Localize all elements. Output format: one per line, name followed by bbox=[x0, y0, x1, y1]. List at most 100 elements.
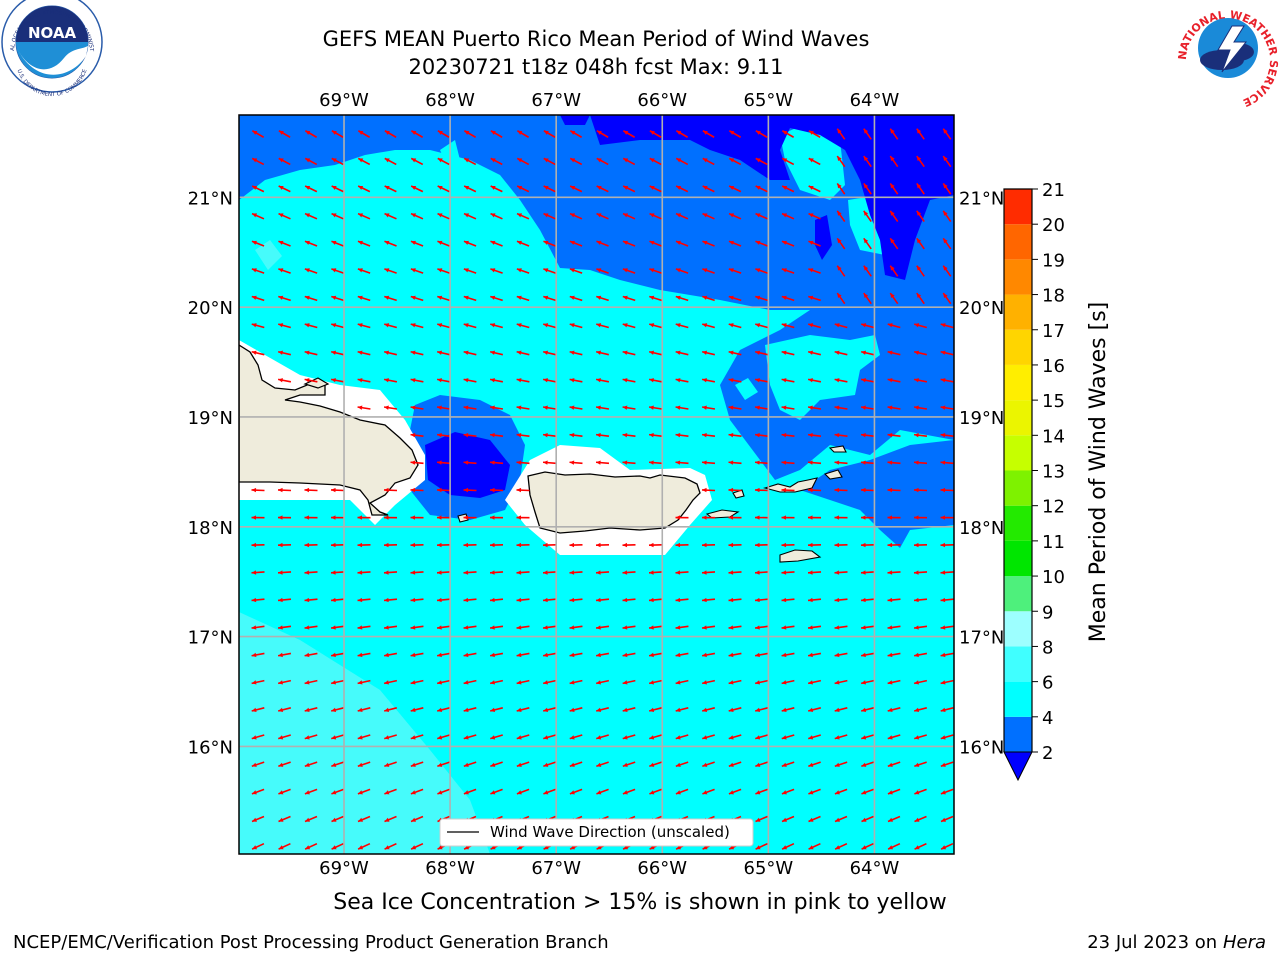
wind-arrow-head bbox=[755, 652, 760, 658]
lon-tick-label: 67°W bbox=[531, 858, 581, 879]
wind-arrow-head bbox=[331, 515, 336, 520]
wind-arrow-head bbox=[728, 625, 734, 630]
wind-arrow-head bbox=[331, 625, 336, 630]
colorbar-tick-label: 21 bbox=[1042, 180, 1065, 201]
wind-arrow-head bbox=[490, 130, 496, 135]
wind-arrow-head bbox=[861, 378, 866, 383]
wind-arrow-head bbox=[675, 515, 681, 520]
wind-arrow-head bbox=[808, 433, 813, 438]
wind-arrow-head bbox=[357, 790, 363, 795]
wind-arrow-head bbox=[463, 378, 469, 383]
wind-arrow-head bbox=[278, 378, 283, 383]
wind-arrow-head bbox=[543, 625, 548, 630]
wind-arrow-head bbox=[463, 570, 469, 575]
wind-arrow-head bbox=[596, 460, 601, 465]
wind-arrow-head bbox=[331, 295, 337, 300]
wind-arrow-head bbox=[304, 350, 310, 355]
wind-arrow-head bbox=[464, 130, 470, 135]
wind-arrow-head bbox=[490, 350, 496, 355]
wind-arrow-head bbox=[516, 460, 522, 465]
wind-arrow-head bbox=[675, 762, 681, 767]
wind-arrow-head bbox=[649, 213, 655, 218]
wind-arrow-head bbox=[914, 350, 920, 355]
wind-arrow-head bbox=[887, 350, 893, 355]
wind-arrow-head bbox=[251, 240, 257, 245]
wind-arrow-head bbox=[649, 240, 655, 245]
wind-arrow-head bbox=[490, 240, 496, 245]
wind-arrow-head bbox=[916, 128, 922, 134]
wind-arrow-head bbox=[543, 158, 549, 163]
anegada-island bbox=[828, 445, 847, 453]
wind-arrow-head bbox=[490, 542, 495, 548]
wind-arrow-head bbox=[596, 542, 601, 548]
wind-arrow-head bbox=[808, 378, 813, 383]
wind-arrow-head bbox=[755, 378, 760, 383]
wind-arrow-head bbox=[251, 295, 257, 300]
wind-arrow-head bbox=[808, 680, 814, 685]
colorbar-tick-label: 16 bbox=[1042, 356, 1065, 377]
wind-arrow-head bbox=[384, 268, 390, 273]
wind-arrow-head bbox=[808, 762, 814, 767]
wind-arrow-head bbox=[490, 213, 496, 218]
wind-arrow-head bbox=[649, 433, 654, 438]
wind-arrow-head bbox=[890, 210, 895, 216]
wind-arrow-head bbox=[543, 185, 549, 190]
wind-arrow-head bbox=[940, 625, 946, 630]
wind-arrow-head bbox=[914, 597, 919, 603]
wind-arrow-head bbox=[437, 323, 443, 328]
wind-arrow-head bbox=[622, 680, 628, 685]
wind-arrow-head bbox=[649, 680, 655, 685]
nws-logo: NATIONAL WEATHER SERVICE bbox=[1176, 0, 1280, 109]
wind-arrow-head bbox=[649, 845, 655, 850]
wind-arrow-head bbox=[914, 680, 920, 685]
wind-arrow-head bbox=[914, 542, 919, 548]
wind-arrow-head bbox=[543, 680, 549, 685]
wind-arrow-head bbox=[410, 460, 416, 465]
wind-arrow-head bbox=[410, 295, 416, 300]
wind-arrow-head bbox=[384, 597, 389, 603]
wind-arrow-head bbox=[357, 295, 363, 300]
wind-arrow-head bbox=[252, 130, 258, 135]
wind-arrow-head bbox=[702, 680, 708, 685]
wind-arrow-head bbox=[940, 570, 946, 575]
graticule bbox=[239, 115, 954, 854]
wind-arrow-head bbox=[675, 405, 681, 410]
wind-arrow-head bbox=[914, 515, 919, 520]
wind-arrow-head bbox=[437, 762, 443, 767]
wind-arrow-head bbox=[490, 515, 495, 520]
wind-arrow-head bbox=[516, 378, 522, 383]
wind-arrow-head bbox=[384, 515, 389, 520]
wind-arrow-head bbox=[887, 433, 893, 438]
map-legend: Wind Wave Direction (unscaled) bbox=[439, 818, 754, 847]
wind-arrow-head bbox=[623, 158, 629, 163]
wind-arrow-head bbox=[808, 707, 814, 712]
wind-arrow-head bbox=[702, 652, 707, 658]
wind-arrow-head bbox=[410, 762, 416, 767]
virgin-islands bbox=[763, 477, 819, 493]
colorbar-tick-label: 14 bbox=[1042, 426, 1065, 447]
wind-arrow-head bbox=[516, 597, 522, 603]
wind-arrow-head bbox=[782, 213, 788, 218]
wind-arrow-head bbox=[622, 597, 628, 603]
wind-arrow-head bbox=[702, 268, 708, 273]
wind-arrow-head bbox=[940, 433, 946, 438]
wind-arrow-head bbox=[861, 323, 867, 328]
wind-arrow-head bbox=[808, 790, 814, 795]
wind-arrow-head bbox=[675, 433, 681, 438]
wind-arrow-head bbox=[410, 570, 416, 575]
wind-arrow-head bbox=[357, 515, 363, 520]
wind-arrow-head bbox=[251, 652, 257, 658]
wind-arrow-head bbox=[914, 735, 920, 740]
wind-arrow-head bbox=[755, 680, 761, 685]
wind-arrow-head bbox=[516, 680, 522, 685]
colorbar-tick-label: 8 bbox=[1042, 637, 1053, 658]
wind-arrow-head bbox=[837, 238, 842, 244]
wind-arrow-head bbox=[517, 845, 523, 850]
colorbar-tick-label: 17 bbox=[1042, 321, 1065, 342]
ocean-darkblue-spot-2 bbox=[560, 115, 590, 125]
lat-tick-label: 18°N bbox=[959, 518, 1004, 539]
wind-arrow-head bbox=[782, 185, 788, 190]
ocean-light-cyan-band bbox=[239, 612, 490, 854]
wind-arrow-head bbox=[755, 845, 761, 850]
wind-arrow-head bbox=[943, 183, 948, 189]
